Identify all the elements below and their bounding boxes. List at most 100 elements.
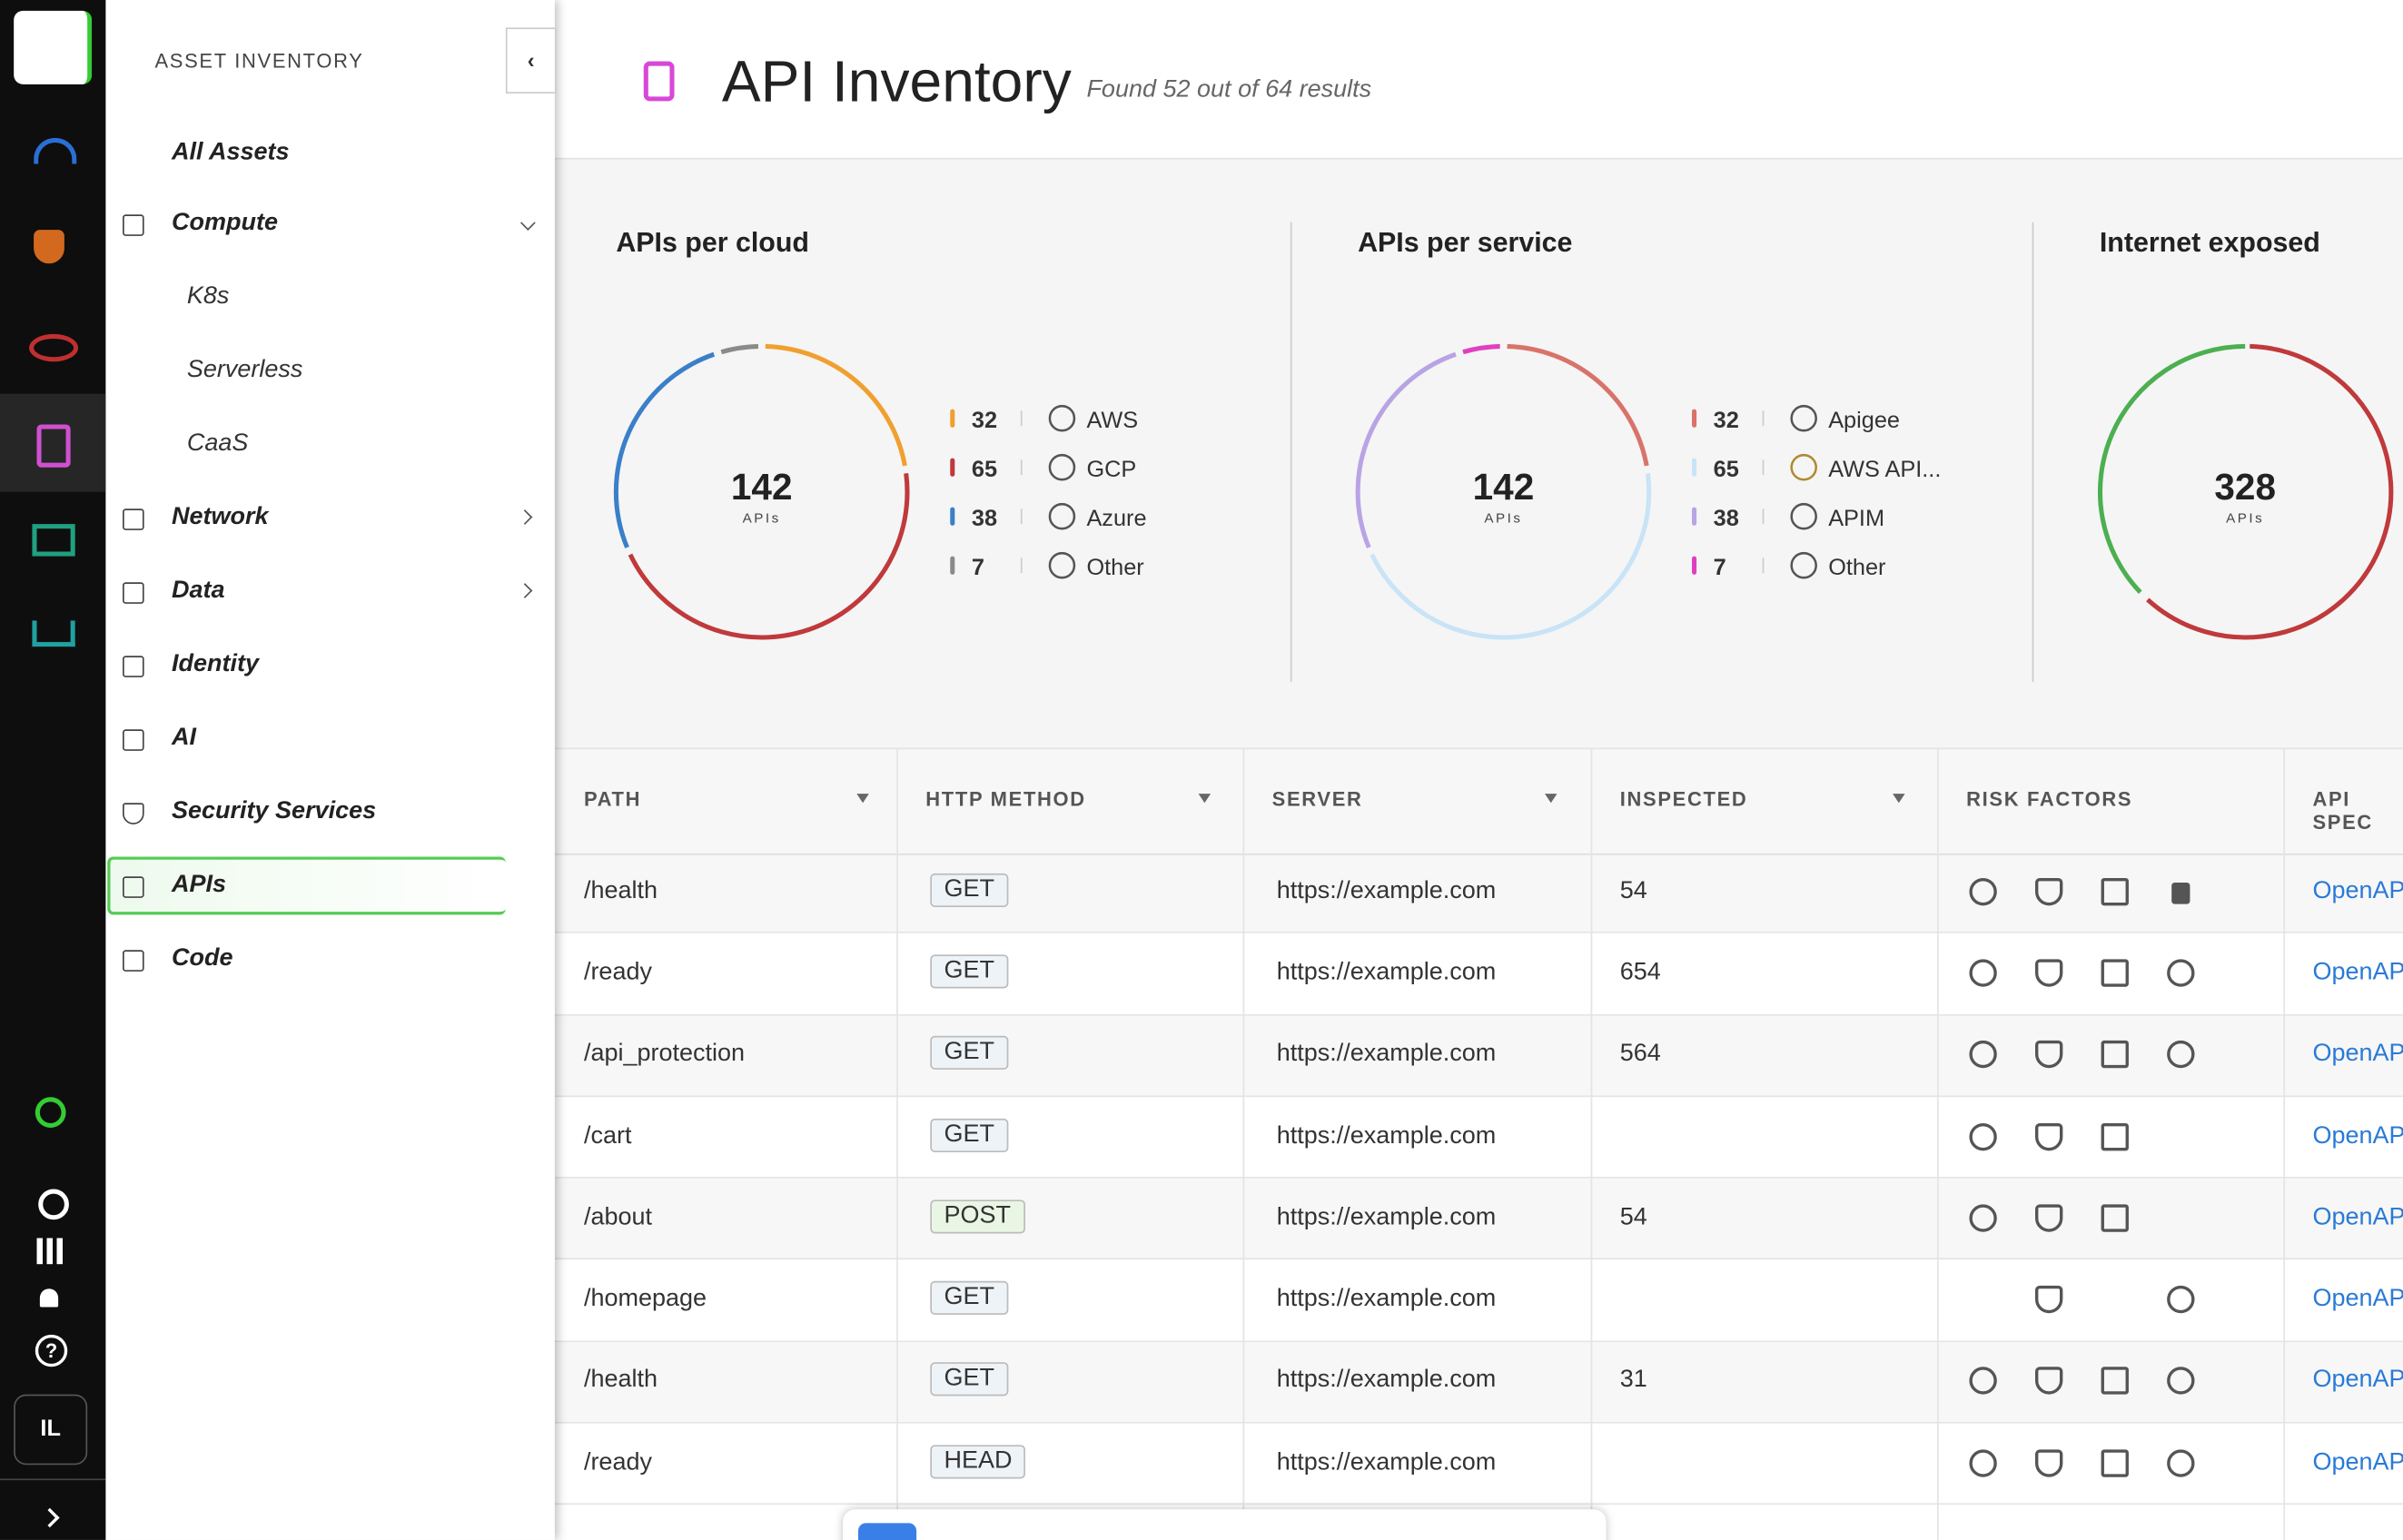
settings[interactable]: [38, 1190, 69, 1220]
card-title: APIs per service: [1358, 228, 1572, 258]
toolbar-button[interactable]: [858, 1523, 916, 1540]
card-title: APIs per cloud: [616, 228, 809, 258]
nav-item[interactable]: Security Services: [172, 798, 376, 825]
cell: 54: [1620, 877, 1647, 904]
nav-icon: [123, 214, 144, 236]
user-avatar[interactable]: IL: [14, 1395, 87, 1466]
apps[interactable]: [37, 1239, 64, 1265]
nav-item[interactable]: K8s: [187, 283, 230, 311]
chevron: [518, 583, 533, 598]
legend-sep: [1763, 508, 1765, 524]
spec-link[interactable]: OpenAPI: [2312, 1204, 2403, 1231]
nav-item[interactable]: Serverless: [187, 357, 303, 384]
legend-value: 32: [1714, 408, 1739, 433]
spec-link[interactable]: OpenAPI: [2312, 1122, 2403, 1150]
nav-item[interactable]: CaaS: [187, 430, 249, 458]
method-badge: GET: [930, 873, 1008, 906]
notifications[interactable]: [40, 1288, 58, 1307]
donut-total: 142: [731, 466, 793, 508]
cell: /about: [584, 1204, 652, 1231]
spec-link[interactable]: OpenAPI: [2312, 877, 2403, 904]
legend-icon: [1792, 455, 1816, 479]
legend-icon: [1792, 553, 1816, 578]
legend-value: 7: [972, 555, 984, 580]
cell: 654: [1620, 959, 1661, 986]
donut-unit: APIs: [1484, 510, 1522, 526]
column-header: INSPECTED: [1620, 787, 1748, 810]
spec-link[interactable]: OpenAPI: [2312, 1449, 2403, 1476]
legend-swatch: [950, 410, 954, 428]
method-badge: GET: [930, 1036, 1008, 1070]
legend-label: APIM: [1828, 506, 1884, 531]
cell: https://example.com: [1277, 959, 1497, 986]
legend-sep: [1763, 410, 1765, 426]
rail-icon[interactable]: [37, 424, 71, 467]
filter-icon[interactable]: [1545, 794, 1558, 803]
nav-item[interactable]: All Assets: [172, 140, 290, 167]
cell: https://example.com: [1277, 1041, 1497, 1068]
nav-icon: [123, 876, 144, 898]
logo[interactable]: [14, 11, 92, 84]
rail-icon[interactable]: [34, 138, 76, 164]
risk-icon: [2101, 1449, 2129, 1476]
nav-icon: [123, 508, 144, 530]
help[interactable]: ?: [35, 1335, 67, 1367]
nav-item[interactable]: Compute: [172, 210, 278, 237]
risk-icon: [2167, 1367, 2194, 1395]
column-header: PATH: [584, 787, 641, 810]
legend-label: AWS: [1086, 408, 1138, 433]
column-header: API SPEC: [2312, 787, 2403, 834]
spec-link[interactable]: OpenAPI: [2312, 1041, 2403, 1068]
cards: APIs per cloud142APIs32AWS65GCP38Azure7O…: [555, 0, 2403, 748]
legend-icon: [1050, 455, 1074, 479]
legend-icon: [1050, 553, 1074, 578]
nav-item[interactable]: APIs: [172, 872, 226, 899]
rail-icon[interactable]: [34, 230, 64, 263]
rail-icon[interactable]: [32, 620, 74, 647]
risk-icon: [1969, 1367, 1996, 1395]
cell: 564: [1620, 1041, 1661, 1068]
legend-value: 32: [972, 408, 997, 433]
cell: /health: [584, 877, 658, 904]
column-divider: [1591, 748, 1593, 1540]
nav-item[interactable]: Identity: [172, 651, 259, 678]
legend-label: Other: [1086, 555, 1143, 580]
risk-icon: [2167, 1449, 2194, 1476]
cell: /ready: [584, 959, 652, 986]
legend-swatch: [1692, 459, 1696, 477]
nav-item[interactable]: Code: [172, 945, 233, 972]
legend-label: Apigee: [1828, 408, 1900, 433]
expand[interactable]: [40, 1508, 59, 1527]
spec-link[interactable]: OpenAPI: [2312, 1286, 2403, 1313]
legend-value: 65: [1714, 457, 1739, 482]
nav-item[interactable]: Network: [172, 504, 269, 531]
rail-icon[interactable]: [29, 334, 78, 361]
legend-sep: [1021, 558, 1023, 573]
nav-item[interactable]: AI: [172, 725, 196, 752]
legend-swatch: [950, 508, 954, 526]
nav-icon: [123, 729, 144, 751]
risk-icon: [2101, 1122, 2129, 1150]
collapse-button[interactable]: ‹: [506, 27, 557, 94]
spec-link[interactable]: OpenAPI: [2312, 959, 2403, 986]
legend-label: Other: [1828, 555, 1885, 580]
filter-icon[interactable]: [856, 794, 869, 803]
spec-link[interactable]: OpenAPI: [2312, 1367, 2403, 1395]
legend-value: 7: [1714, 555, 1726, 580]
risk-icon: [2035, 1041, 2062, 1068]
legend-swatch: [1692, 410, 1696, 428]
filter-icon[interactable]: [1893, 794, 1905, 803]
filter-icon[interactable]: [1199, 794, 1211, 803]
legend-value: 65: [972, 457, 997, 482]
risk-icon: [2035, 1204, 2062, 1231]
rail-icon[interactable]: [35, 1097, 66, 1128]
rail-icon[interactable]: [32, 524, 74, 556]
risk-icon: [2035, 1122, 2062, 1150]
donut-total: 142: [1473, 466, 1535, 508]
legend-label: AWS API...: [1828, 457, 1941, 482]
nav-item[interactable]: Data: [172, 578, 225, 605]
legend-icon: [1792, 504, 1816, 528]
nav-icon: [123, 950, 144, 972]
